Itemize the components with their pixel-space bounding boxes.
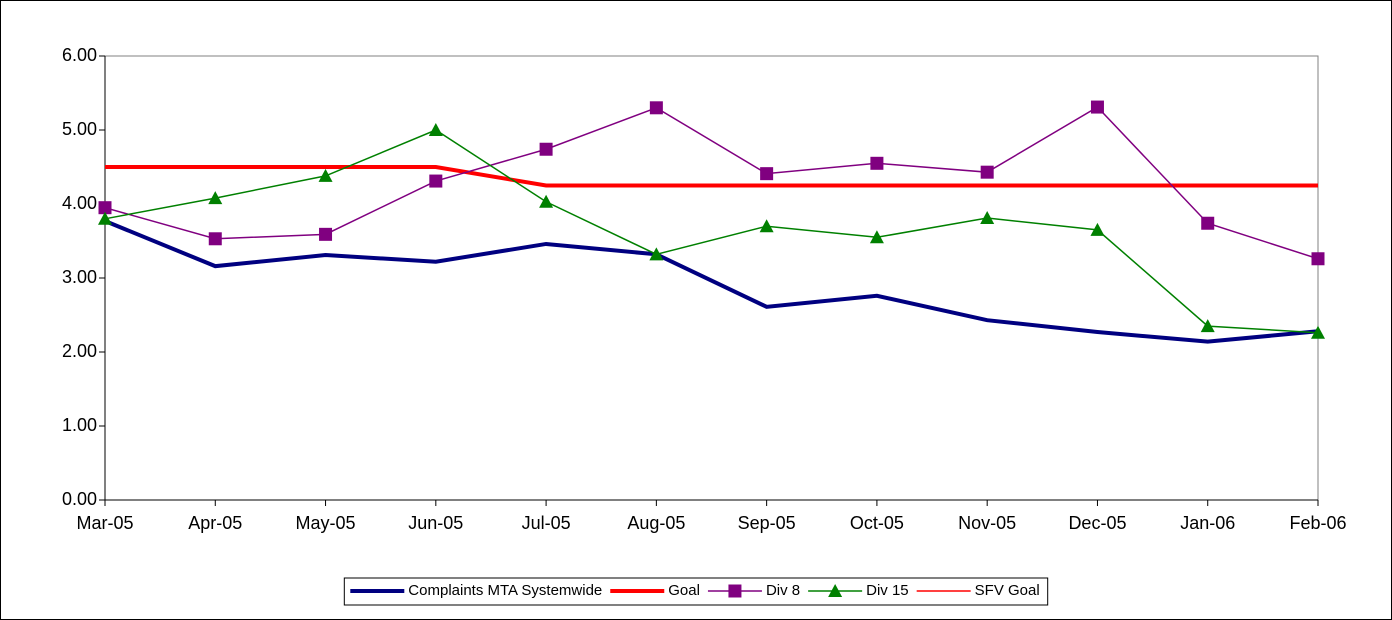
marker — [828, 584, 843, 597]
x-tick-label: Jun-05 — [408, 513, 463, 533]
marker — [539, 142, 553, 156]
x-tick-label: Jul-05 — [522, 513, 571, 533]
marker — [1311, 325, 1325, 339]
y-tick-label: 0.00 — [62, 489, 97, 509]
y-tick-label: 4.00 — [62, 193, 97, 213]
marker — [649, 101, 663, 115]
marker — [208, 232, 222, 246]
y-tick-label: 6.00 — [62, 45, 97, 65]
series-line — [104, 129, 1319, 334]
x-tick-label: Mar-05 — [76, 513, 133, 533]
marker — [1200, 319, 1215, 333]
x-tick-label: Dec-05 — [1068, 513, 1126, 533]
marker — [428, 123, 443, 136]
series-line — [104, 219, 1319, 344]
y-tick-label: 5.00 — [62, 119, 97, 139]
x-tick-label: May-05 — [296, 513, 356, 533]
marker — [649, 247, 664, 261]
y-tick-label: 3.00 — [62, 267, 97, 287]
marker — [318, 168, 333, 182]
marker — [208, 191, 223, 205]
x-tick-label: Nov-05 — [958, 513, 1016, 533]
marker — [1090, 222, 1105, 236]
marker — [1090, 100, 1104, 114]
marker — [539, 194, 554, 208]
legend-label: SFV Goal — [975, 582, 1040, 599]
marker — [870, 156, 884, 170]
marker — [98, 211, 112, 225]
marker — [759, 219, 774, 233]
marker — [760, 167, 774, 181]
marker — [728, 584, 742, 598]
marker — [319, 227, 333, 241]
x-tick-label: Aug-05 — [627, 513, 685, 533]
x-tick-label: Jan-06 — [1180, 513, 1235, 533]
marker — [1201, 216, 1215, 230]
x-tick-label: Feb-06 — [1289, 513, 1346, 533]
marker — [980, 211, 995, 225]
legend-label: Goal — [668, 582, 700, 599]
legend: Complaints MTA Systemwide Goal Div 8 Div 15… — [343, 577, 1049, 606]
legend-label: Div 15 — [866, 582, 909, 599]
marker — [869, 230, 884, 244]
y-tick-label: 2.00 — [62, 341, 97, 361]
legend-label: Complaints MTA Systemwide — [408, 582, 602, 599]
series-line — [105, 166, 1318, 187]
series-line — [104, 106, 1319, 260]
legend-label: Div 8 — [766, 582, 800, 599]
marker — [980, 165, 994, 179]
y-tick-label: 1.00 — [62, 415, 97, 435]
x-tick-label: Sep-05 — [738, 513, 796, 533]
x-tick-label: Oct-05 — [850, 513, 904, 533]
x-tick-label: Apr-05 — [188, 513, 242, 533]
marker — [1311, 252, 1325, 266]
marker — [429, 174, 443, 188]
